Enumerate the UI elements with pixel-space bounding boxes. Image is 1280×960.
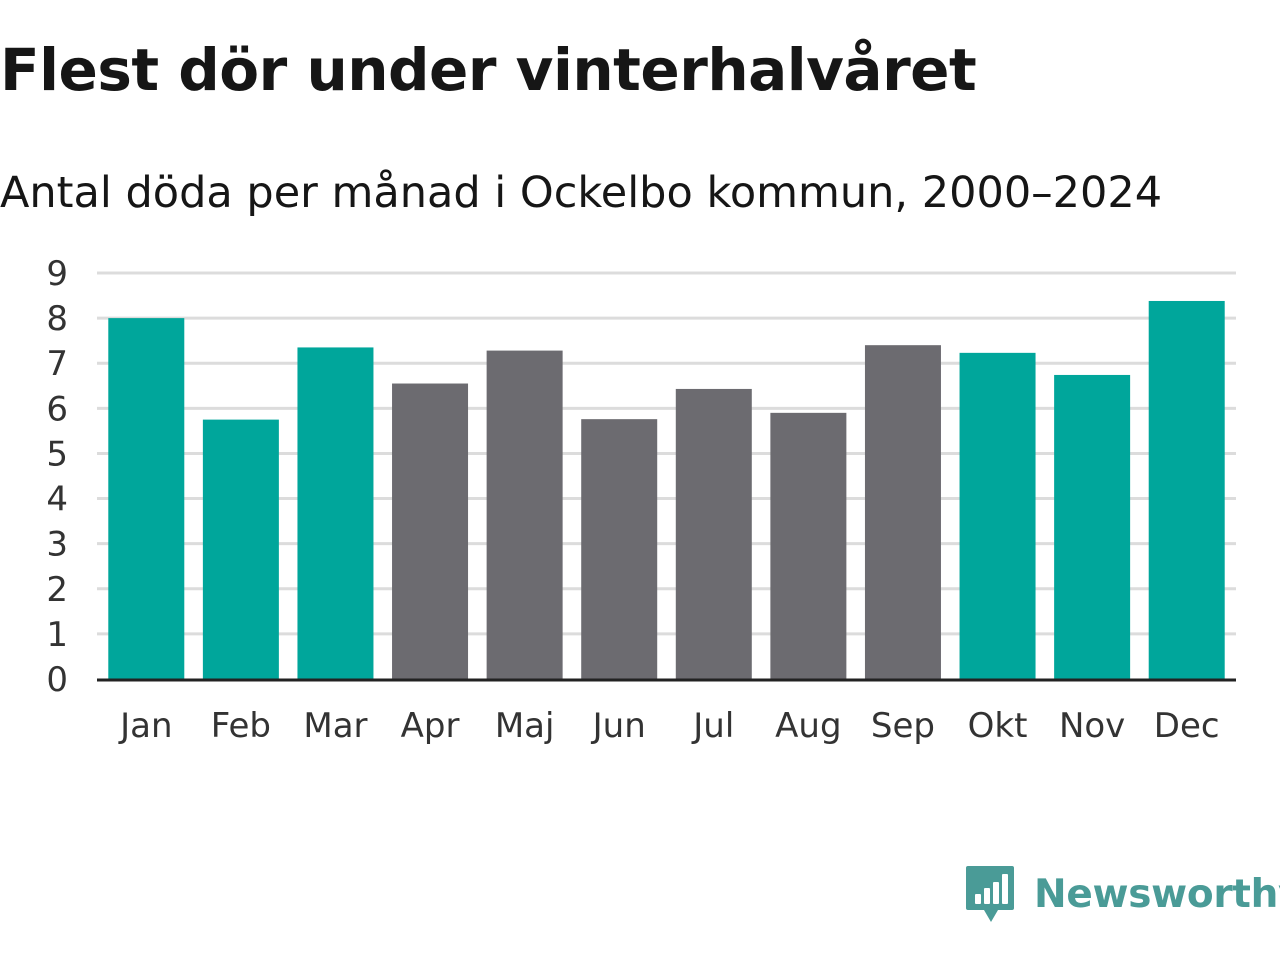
x-tick-label-maj: Maj (495, 706, 555, 746)
y-tick-label: 3 (46, 525, 68, 565)
bar-jun (581, 419, 658, 679)
x-tick-label-jul: Jul (691, 706, 734, 746)
bar-nov (1054, 374, 1131, 679)
bar-dec (1148, 300, 1225, 679)
bar-aug (770, 412, 847, 679)
bar-jul (675, 388, 752, 679)
chart-title: Flest dör under vinterhalvåret (0, 36, 977, 104)
x-tick-label-dec: Dec (1154, 706, 1220, 746)
x-tick-label-sep: Sep (871, 706, 935, 746)
gridlines (97, 271, 1236, 636)
x-tick-label-nov: Nov (1059, 706, 1125, 746)
bar-maj (486, 350, 563, 679)
y-axis-ticks: 0 1 2 3 4 5 6 7 8 9 (46, 254, 68, 700)
y-tick-label: 5 (46, 434, 68, 474)
x-tick-label-aug: Aug (775, 706, 841, 746)
x-tick-label-okt: Okt (968, 706, 1028, 746)
bar-mar (297, 347, 374, 679)
brand-name: Newsworthy (1034, 871, 1280, 917)
bar-chart: 0 1 2 3 4 5 6 7 8 9 Jan Feb Mar Apr Maj Jun Jul Aug Sep Ok… (46, 254, 1236, 746)
bar-feb (202, 419, 279, 679)
y-tick-label: 0 (46, 660, 68, 700)
y-tick-label: 7 (46, 344, 68, 384)
x-axis-labels: Jan Feb Mar Apr Maj Jun Jul Aug Sep Okt Nov Dec (118, 706, 1220, 746)
x-tick-label-jan: Jan (118, 706, 172, 746)
bar-jan (108, 318, 185, 679)
x-tick-label-feb: Feb (211, 706, 271, 746)
bars (108, 300, 1225, 679)
y-tick-label: 6 (46, 389, 68, 429)
bar-sep (864, 345, 941, 679)
y-tick-label: 4 (46, 480, 68, 520)
x-tick-label-mar: Mar (303, 706, 367, 746)
y-tick-label: 2 (46, 570, 68, 610)
x-tick-label-apr: Apr (401, 706, 460, 746)
brand-footer: Newsworthy (964, 864, 1280, 924)
y-tick-label: 1 (46, 615, 68, 655)
bar-okt (959, 352, 1036, 679)
y-tick-label: 9 (46, 254, 68, 294)
bar-apr (392, 383, 469, 679)
x-tick-label-jun: Jun (591, 706, 646, 746)
chart-subtitle: Antal döda per månad i Ockelbo kommun, 2… (0, 168, 1163, 218)
bar-chart-speech-bubble-icon (966, 866, 1014, 922)
y-tick-label: 8 (46, 299, 68, 339)
